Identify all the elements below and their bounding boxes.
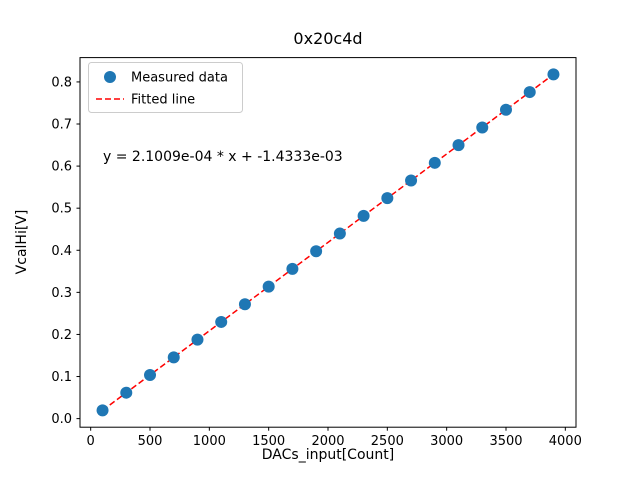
y-axis-title: VcalHi[V] [14, 210, 30, 275]
data-point [96, 404, 109, 417]
x-tick-label: 2500 [371, 434, 404, 449]
x-axis-title: DACs_input[Count] [262, 447, 394, 463]
x-tick-label: 500 [138, 434, 163, 449]
legend-label-measured-data: Measured data [131, 71, 228, 86]
x-tick-label: 2000 [311, 434, 344, 449]
data-point [405, 174, 418, 187]
y-tick-label: 0.1 [51, 370, 72, 385]
data-point [286, 262, 299, 275]
legend: Measured data Fitted line [88, 62, 243, 113]
y-tick-label: 0.5 [51, 202, 72, 217]
fit-equation: y = 2.1009e-04 * x + -1.4333e-03 [103, 149, 343, 165]
y-tick-label: 0.6 [51, 160, 72, 175]
x-tick-label: 4000 [549, 434, 582, 449]
y-tick-label: 0.2 [51, 328, 72, 343]
data-point [238, 298, 251, 311]
data-point [167, 351, 180, 364]
y-tick-label: 0.3 [51, 286, 72, 301]
x-tick-label: 1500 [252, 434, 285, 449]
data-point [381, 192, 394, 205]
y-tick-label: 0.8 [51, 75, 72, 90]
y-tick-label: 0.0 [51, 412, 72, 427]
data-point [333, 227, 346, 240]
data-point [144, 369, 157, 382]
scatter-points [96, 68, 560, 417]
x-tick-label: 3000 [430, 434, 463, 449]
data-point [215, 315, 228, 328]
data-point [476, 121, 489, 134]
legend-label-fitted-line: Fitted line [131, 93, 195, 108]
legend-box [88, 62, 243, 113]
data-point [452, 139, 465, 152]
data-point [310, 245, 323, 258]
legend-marker-measured-data [104, 71, 116, 83]
x-tick-label: 3500 [489, 434, 522, 449]
data-point [120, 386, 133, 399]
y-tick-label: 0.4 [51, 244, 72, 259]
data-point [357, 209, 370, 222]
x-axis-ticks: 0 500 1000 1500 2000 2500 3000 3500 4000 [87, 427, 582, 449]
x-tick-label: 0 [87, 434, 95, 449]
data-point [547, 68, 560, 81]
data-point [191, 333, 204, 346]
y-axis-ticks: 0.0 0.1 0.2 0.3 0.4 0.5 0.6 0.7 0.8 [51, 75, 80, 427]
x-tick-label: 1000 [193, 434, 226, 449]
data-point [523, 86, 536, 99]
data-point [499, 103, 512, 116]
data-point [428, 156, 441, 169]
chart-title: 0x20c4d [293, 29, 362, 48]
data-point [262, 280, 275, 293]
y-tick-label: 0.7 [51, 118, 72, 133]
